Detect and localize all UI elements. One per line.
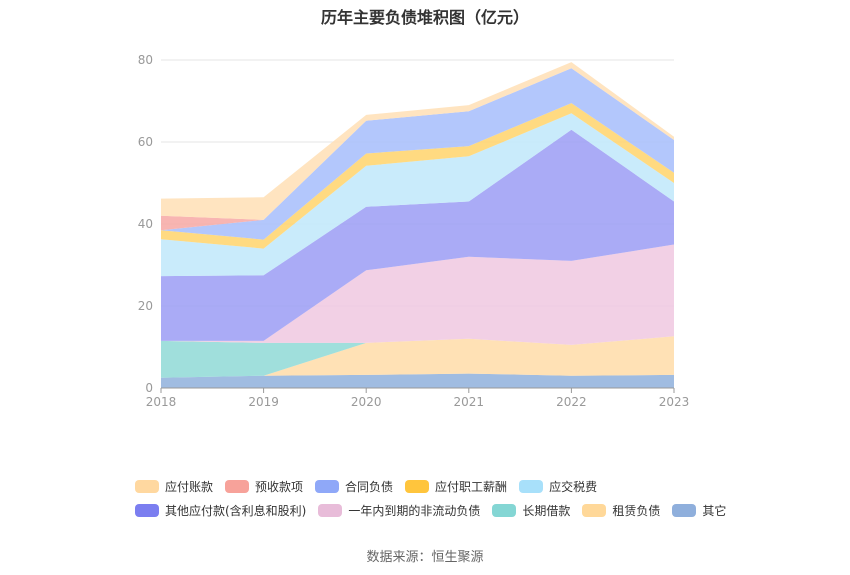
- legend-item[interactable]: 长期借款: [492, 502, 570, 519]
- x-tick-label: 2019: [248, 395, 279, 409]
- x-tick-label: 2018: [146, 395, 177, 409]
- legend-item[interactable]: 合同负债: [315, 478, 393, 495]
- legend-item[interactable]: 应交税费: [519, 478, 597, 495]
- legend-swatch: [519, 479, 544, 493]
- area-其它: [161, 373, 674, 388]
- legend-label: 一年内到期的非流动负债: [348, 503, 481, 518]
- y-tick-label: 80: [138, 53, 153, 67]
- legend-swatch: [492, 503, 517, 517]
- legend-label: 其它: [702, 503, 727, 518]
- legend-swatch: [318, 503, 343, 517]
- y-tick-label: 0: [145, 381, 153, 395]
- area-一年内到期的非流动负债: [161, 244, 674, 345]
- legend-item[interactable]: 其它: [672, 502, 726, 519]
- area-应交税费: [161, 113, 674, 277]
- legend-label: 应交税费: [549, 479, 598, 494]
- y-tick-label: 40: [138, 217, 153, 231]
- x-tick-label: 2022: [556, 395, 587, 409]
- legend-item[interactable]: 其他应付款(含利息和股利): [135, 502, 306, 519]
- legend: 应付账款 预收款项 合同负债 应付职工薪酬 应交税费 其他应付款(含利息和股利) 一年内到…: [135, 474, 775, 522]
- y-tick-label: 60: [138, 135, 153, 149]
- x-tick-label: 2023: [659, 395, 690, 409]
- legend-label: 其他应付款(含利息和股利): [165, 503, 307, 518]
- legend-swatch: [135, 503, 159, 517]
- legend-item[interactable]: 预收款项: [225, 478, 303, 495]
- area-租赁负债: [161, 336, 674, 378]
- legend-label: 租赁负债: [612, 503, 661, 518]
- area-应付账款: [161, 62, 674, 220]
- x-tick-label: 2020: [351, 395, 382, 409]
- area-合同负债: [161, 68, 674, 240]
- legend-swatch: [135, 479, 159, 493]
- legend-item[interactable]: 一年内到期的非流动负债: [318, 502, 480, 519]
- legend-row: 应付账款 预收款项 合同负债 应付职工薪酬 应交税费: [135, 474, 775, 498]
- legend-label: 应付职工薪酬: [435, 479, 508, 494]
- legend-label: 长期借款: [522, 503, 571, 518]
- legend-swatch: [405, 479, 430, 493]
- area-长期借款: [161, 336, 674, 378]
- area-其他应付款(含利息和股利): [161, 129, 674, 341]
- legend-swatch: [672, 503, 697, 517]
- legend-swatch: [582, 503, 607, 517]
- legend-item[interactable]: 应付账款: [135, 478, 213, 495]
- legend-label: 预收款项: [255, 479, 304, 494]
- x-tick-label: 2021: [454, 395, 485, 409]
- data-source-note: 数据来源：恒生聚源: [366, 550, 484, 565]
- legend-swatch: [225, 479, 250, 493]
- legend-swatch: [315, 479, 340, 493]
- chart-title: 历年主要负债堆积图（亿元）: [320, 8, 529, 27]
- area-layer: [161, 62, 674, 388]
- legend-item[interactable]: 应付职工薪酬: [405, 478, 507, 495]
- axis-layer: 0 20 40 60 80 2018 2019 2020 2021 2022 2023: [138, 53, 690, 409]
- legend-label: 合同负债: [345, 479, 394, 494]
- legend-item[interactable]: 租赁负债: [582, 502, 660, 519]
- legend-label: 应付账款: [165, 479, 214, 494]
- legend-row: 其他应付款(含利息和股利) 一年内到期的非流动负债 长期借款 租赁负债 其它: [135, 498, 775, 522]
- y-tick-label: 20: [138, 299, 153, 313]
